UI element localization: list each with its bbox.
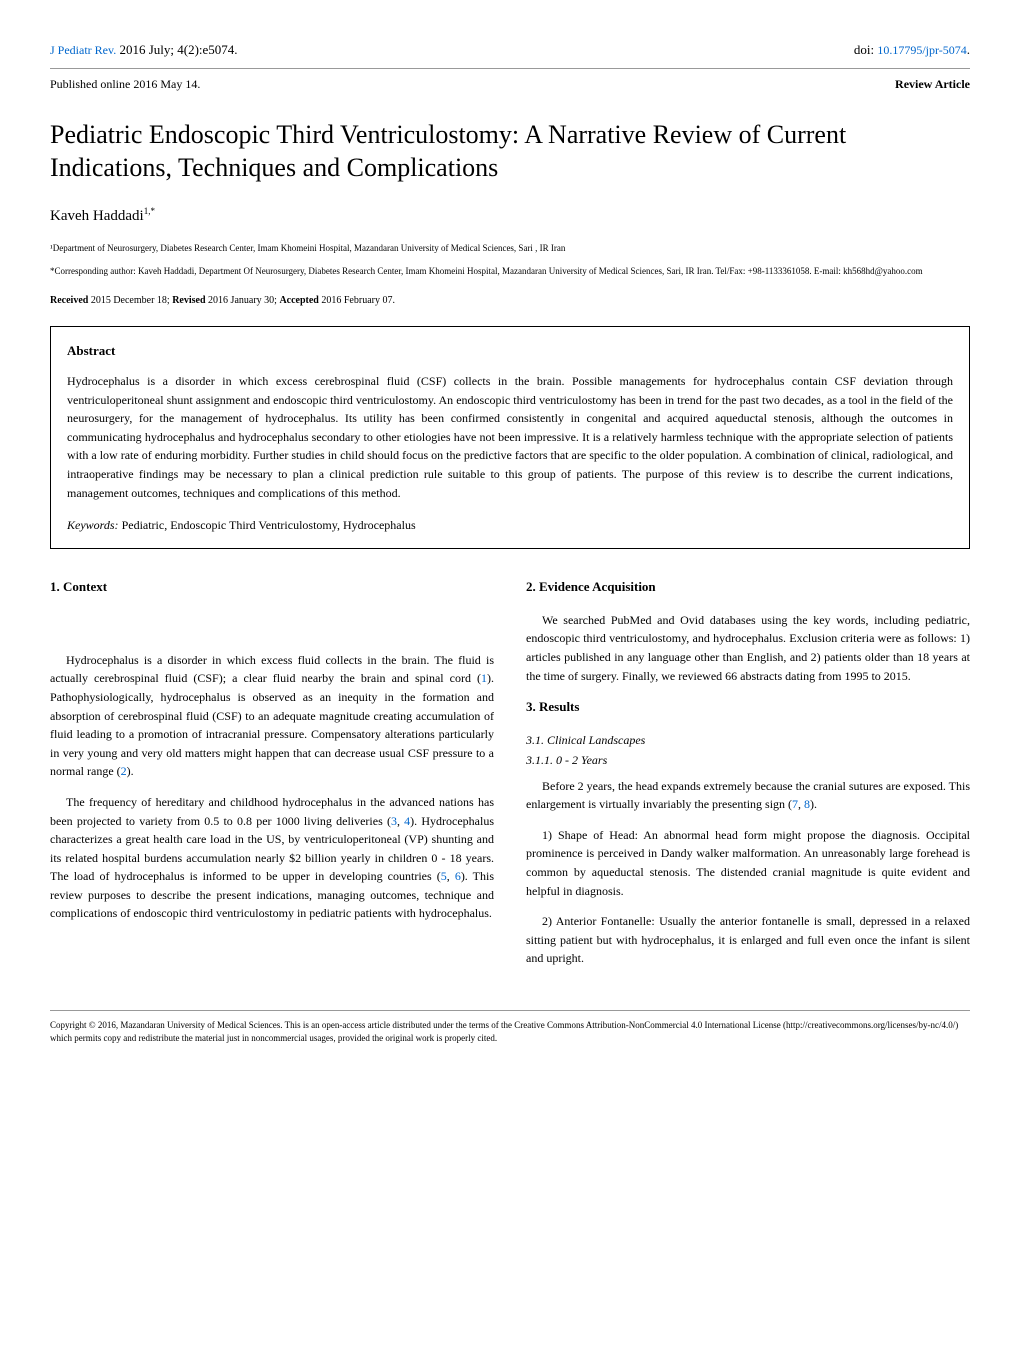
abstract-text: Hydrocephalus is a disorder in which exc… (67, 372, 953, 502)
results-p2: 1) Shape of Head: An abnormal head form … (526, 826, 970, 900)
received-label: Received (50, 295, 88, 306)
results-heading: 3. Results (526, 697, 970, 717)
article-type: Review Article (895, 75, 970, 93)
context-heading: 1. Context (50, 577, 494, 597)
results-p1: Before 2 years, the head expands extreme… (526, 777, 970, 814)
abstract-heading: Abstract (67, 341, 953, 361)
article-dates: Received 2015 December 18; Revised 2016 … (50, 293, 970, 308)
journal-citation: J Pediatr Rev. 2016 July; 4(2):e5074. (50, 40, 238, 60)
copyright-footer: Copyright © 2016, Mazandaran University … (50, 1010, 970, 1044)
doi-period: . (967, 42, 970, 57)
author-name: Kaveh Haddadi (50, 208, 144, 224)
context-p2: The frequency of hereditary and childhoo… (50, 793, 494, 923)
header-row: J Pediatr Rev. 2016 July; 4(2):e5074. do… (50, 40, 970, 60)
received-date: 2015 December 18; (88, 295, 172, 306)
abstract-box: Abstract Hydrocephalus is a disorder in … (50, 326, 970, 550)
issue-info: 2016 July; 4(2):e5074. (116, 42, 237, 57)
revised-label: Revised (172, 295, 205, 306)
doi-label: doi: (854, 42, 877, 57)
keywords-line: Keywords: Pediatric, Endoscopic Third Ve… (67, 516, 953, 534)
text-fragment: Hydrocephalus is a disorder in which exc… (50, 653, 494, 686)
article-title: Pediatric Endoscopic Third Ventriculosto… (50, 118, 970, 186)
content-columns: 1. Context Hydrocephalus is a disorder i… (50, 577, 970, 980)
text-fragment: ). (810, 797, 817, 811)
results-sub2: 3.1.1. 0 - 2 Years (526, 751, 970, 769)
left-column: 1. Context Hydrocephalus is a disorder i… (50, 577, 494, 980)
keywords-value: Pediatric, Endoscopic Third Ventriculost… (122, 518, 416, 532)
revised-date: 2016 January 30; (206, 295, 280, 306)
publication-row: Published online 2016 May 14. Review Art… (50, 68, 970, 93)
doi-link[interactable]: 10.17795/jpr-5074 (877, 43, 966, 57)
doi-container: doi: 10.17795/jpr-5074. (854, 40, 970, 60)
evidence-p1: We searched PubMed and Ovid databases us… (526, 611, 970, 685)
evidence-heading: 2. Evidence Acquisition (526, 577, 970, 597)
right-column: 2. Evidence Acquisition We searched PubM… (526, 577, 970, 980)
text-fragment: , (447, 869, 455, 883)
spacer (50, 611, 494, 651)
accepted-label: Accepted (279, 295, 318, 306)
keywords-label: Keywords: (67, 518, 122, 532)
published-date: Published online 2016 May 14. (50, 75, 200, 93)
results-p3: 2) Anterior Fontanelle: Usually the ante… (526, 912, 970, 968)
author-line: Kaveh Haddadi1,* (50, 205, 970, 228)
affiliation: ¹Department of Neurosurgery, Diabetes Re… (50, 242, 970, 256)
text-fragment: ). Pathophysiologically, hydrocephalus i… (50, 671, 494, 778)
text-fragment: ). (127, 764, 134, 778)
corresponding-author: *Corresponding author: Kaveh Haddadi, De… (50, 265, 970, 279)
journal-name[interactable]: J Pediatr Rev. (50, 43, 116, 57)
accepted-date: 2016 February 07. (319, 295, 395, 306)
context-p1: Hydrocephalus is a disorder in which exc… (50, 651, 494, 781)
author-sup: 1,* (144, 206, 155, 216)
results-sub1: 3.1. Clinical Landscapes (526, 731, 970, 749)
text-fragment: Before 2 years, the head expands extreme… (526, 779, 970, 812)
